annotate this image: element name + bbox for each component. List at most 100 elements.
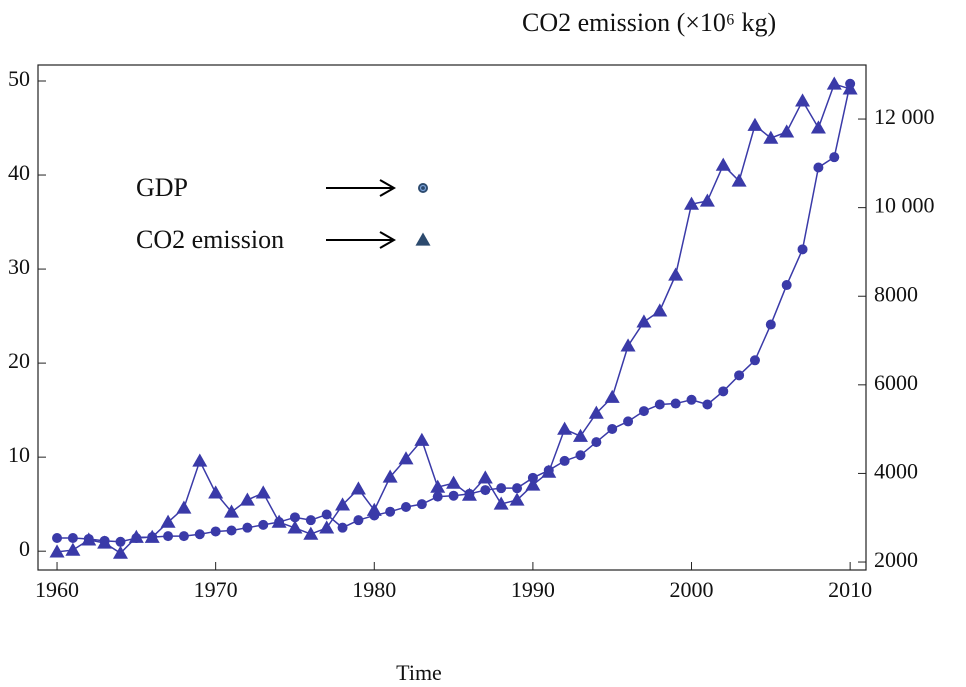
data-point xyxy=(477,470,493,484)
data-point xyxy=(52,533,63,544)
data-point xyxy=(461,487,477,501)
data-point xyxy=(337,522,348,533)
x-tick-label: 1960 xyxy=(35,577,79,602)
data-point xyxy=(255,485,271,499)
legend-marker-ring xyxy=(419,184,427,192)
data-point xyxy=(747,117,763,131)
data-point xyxy=(446,475,462,489)
legend-marker xyxy=(418,183,428,193)
data-point xyxy=(448,490,459,501)
data-point xyxy=(731,173,747,187)
data-point xyxy=(194,529,205,540)
data-point xyxy=(226,525,237,536)
data-point xyxy=(636,314,652,328)
data-point xyxy=(668,267,684,281)
data-point xyxy=(208,485,224,499)
x-tick-label: 2010 xyxy=(828,577,872,602)
data-point xyxy=(49,544,65,558)
legend-marker xyxy=(415,232,431,246)
data-point xyxy=(414,432,430,446)
data-point xyxy=(366,502,382,516)
data-point xyxy=(287,520,303,534)
y2-tick-label: 8000 xyxy=(874,281,918,306)
data-point xyxy=(303,526,319,540)
data-point xyxy=(749,355,760,366)
data-point xyxy=(210,526,221,537)
data-point xyxy=(239,492,255,506)
data-point xyxy=(480,485,491,496)
data-point xyxy=(321,509,332,520)
data-point xyxy=(654,399,665,410)
data-point xyxy=(604,389,620,403)
data-point xyxy=(178,531,189,542)
data-point xyxy=(734,370,745,381)
data-point xyxy=(525,477,541,491)
data-point xyxy=(718,386,729,397)
y-tick-label: 10 xyxy=(8,442,30,467)
x-axis-label: Time xyxy=(396,660,442,685)
y2-tick-label: 12 000 xyxy=(874,104,935,129)
data-point xyxy=(128,529,144,543)
legend-label: CO2 emission xyxy=(136,225,284,254)
data-point xyxy=(638,406,649,417)
data-point xyxy=(335,497,351,511)
data-point xyxy=(684,196,700,210)
y-tick-label: 0 xyxy=(19,536,30,561)
data-point xyxy=(591,437,602,448)
data-point xyxy=(715,157,731,171)
data-point xyxy=(112,545,128,559)
y2-tick-label: 6000 xyxy=(874,370,918,395)
plot-frame xyxy=(37,64,867,571)
x-tick-label: 1990 xyxy=(511,577,555,602)
y-tick-label: 20 xyxy=(8,348,30,373)
data-point xyxy=(557,421,573,435)
data-point xyxy=(810,120,826,134)
data-point xyxy=(512,483,523,494)
y2-tick-label: 4000 xyxy=(874,458,918,483)
data-point xyxy=(115,536,126,547)
y-tick-label: 40 xyxy=(8,160,30,185)
data-point xyxy=(432,491,443,502)
data-point xyxy=(781,280,792,291)
data-point xyxy=(575,450,586,461)
data-point xyxy=(271,514,287,528)
data-point xyxy=(382,469,398,483)
data-point xyxy=(652,303,668,317)
data-point xyxy=(541,464,557,478)
data-point xyxy=(144,529,160,543)
x-tick-label: 1970 xyxy=(194,577,238,602)
data-point xyxy=(623,416,634,427)
legend-arrowhead xyxy=(379,179,397,197)
x-tick-label: 2000 xyxy=(670,577,714,602)
data-point xyxy=(842,81,858,95)
data-point xyxy=(826,76,842,90)
data-point xyxy=(416,499,427,510)
data-point xyxy=(588,405,604,419)
data-point xyxy=(559,455,570,466)
data-point xyxy=(385,506,396,517)
data-point xyxy=(319,520,335,534)
data-point xyxy=(572,428,588,442)
data-point xyxy=(430,479,446,493)
data-point xyxy=(353,515,364,526)
y-tick-label: 50 xyxy=(8,66,30,91)
data-point xyxy=(702,399,713,410)
data-point xyxy=(509,492,525,506)
data-point xyxy=(620,338,636,352)
data-point xyxy=(224,504,240,518)
data-point xyxy=(686,394,697,405)
y2-tick-label: 10 000 xyxy=(874,193,935,218)
legend-label: GDP xyxy=(136,173,188,202)
data-point xyxy=(496,483,507,494)
data-point xyxy=(779,124,795,138)
data-point xyxy=(350,481,366,495)
legend-arrowhead xyxy=(379,231,397,249)
data-point xyxy=(67,533,78,544)
series-line xyxy=(57,83,851,543)
data-point xyxy=(258,519,269,530)
data-point xyxy=(192,453,208,467)
data-point xyxy=(163,531,174,542)
data-point xyxy=(65,542,81,556)
data-point xyxy=(813,162,824,173)
